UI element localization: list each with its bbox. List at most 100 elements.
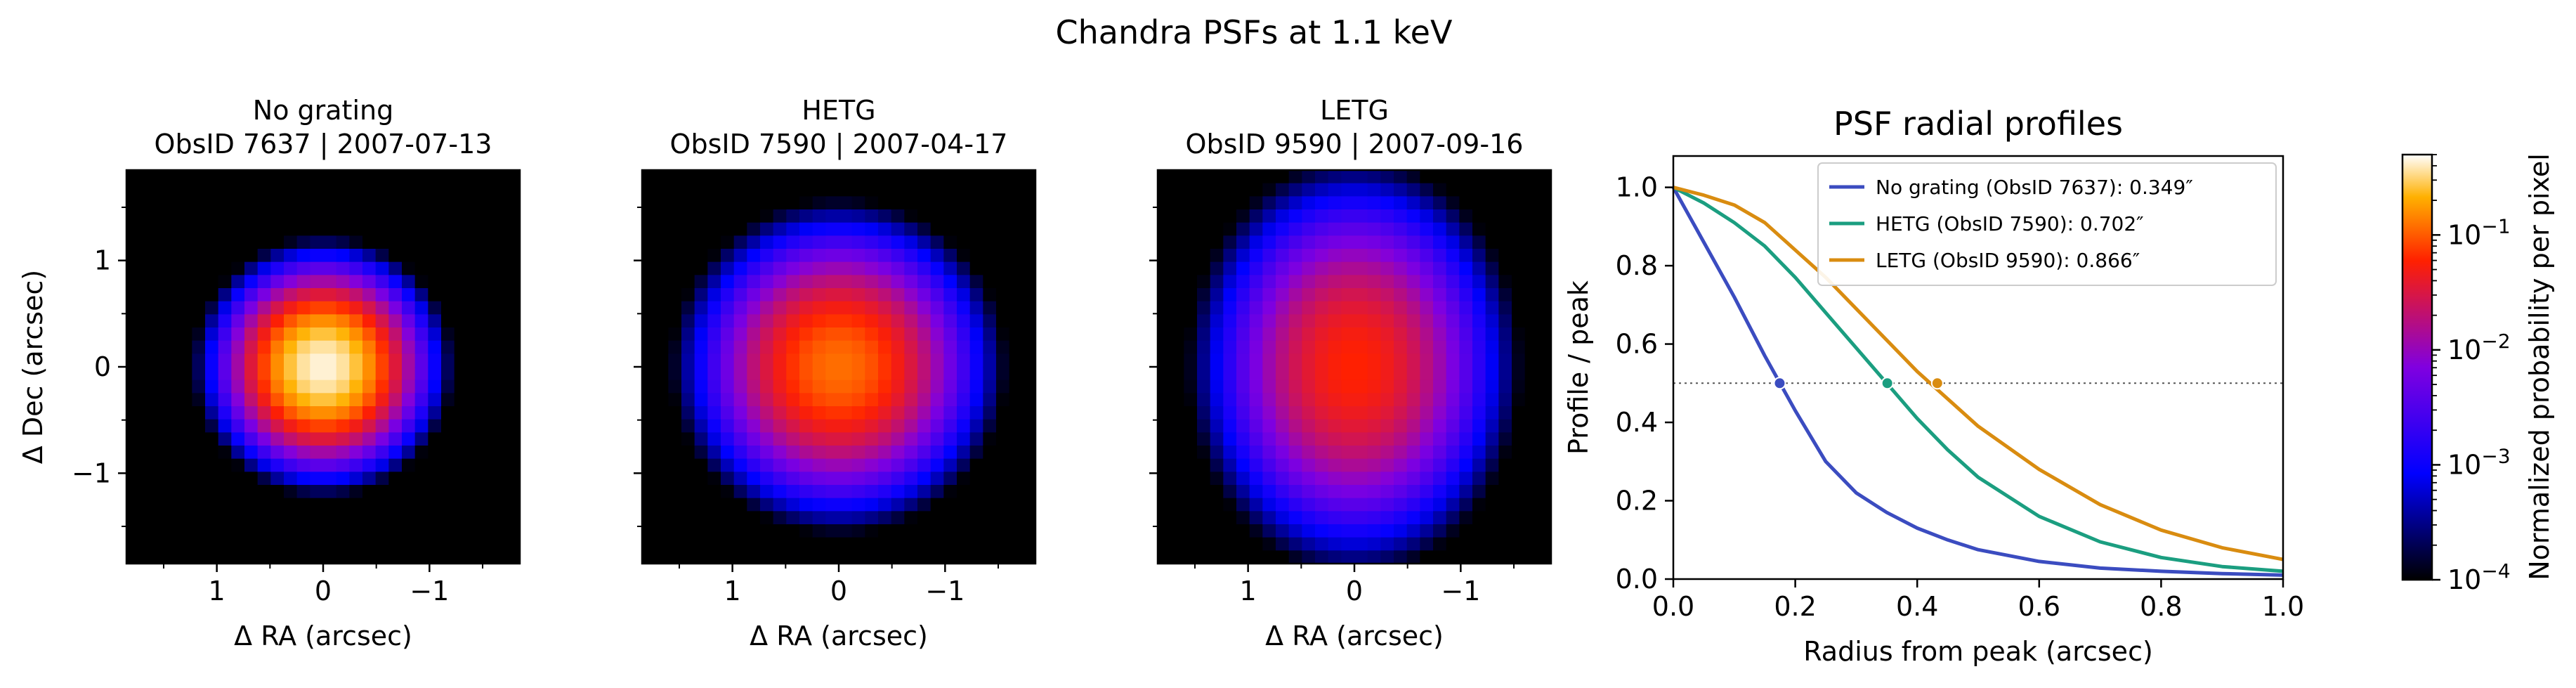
psf-pixel <box>996 170 1010 184</box>
psf-pixel <box>773 393 787 407</box>
psf-pixel <box>1170 419 1184 433</box>
psf-pixel <box>996 379 1010 394</box>
psf-pixel <box>1262 419 1276 433</box>
psf-pixel <box>1288 485 1302 499</box>
psf-pixel <box>323 406 337 420</box>
psf-pixel <box>1302 458 1316 472</box>
psf-pixel <box>1406 288 1420 302</box>
psf-pixel <box>139 209 153 223</box>
psf-pixel <box>1472 367 1486 381</box>
psf-pixel <box>336 393 350 407</box>
psf-pixel <box>1341 340 1355 354</box>
psf-pixel <box>231 222 245 236</box>
psf-pixel <box>655 446 669 460</box>
psf-pixel <box>1538 537 1552 551</box>
psf-pixel <box>310 419 324 433</box>
colorbar-ticks: 10−410−310−210−1 <box>2432 154 2511 595</box>
psf-pixel <box>375 485 389 499</box>
psf-pixel <box>441 537 455 551</box>
psf-pixel <box>441 183 455 197</box>
psf-pixel <box>1394 249 1408 263</box>
psf-pixel <box>244 498 259 512</box>
psf-pixel <box>839 472 853 486</box>
psf-pixel <box>1367 446 1381 460</box>
psf-pixel <box>1262 340 1276 354</box>
psf-pixel <box>825 340 839 354</box>
psf-pixel <box>786 261 800 275</box>
psf-pixel <box>362 222 377 236</box>
psf-pixel <box>668 183 682 197</box>
psf-pixel <box>1394 406 1408 420</box>
axes-ticks: 1 0 −1 <box>634 206 1000 606</box>
panel-title-line2: ObsID 7590 | 2007-04-17 <box>670 129 1008 160</box>
psf-pixel <box>1223 288 1237 302</box>
psf-pixel <box>467 524 481 538</box>
psf-pixel <box>760 327 774 342</box>
psf-pixel <box>257 327 271 342</box>
psf-pixel <box>1236 419 1250 433</box>
psf-pixel <box>178 511 192 525</box>
psf-pixel <box>1341 498 1355 512</box>
psf-pixel <box>721 301 735 315</box>
psf-pixel <box>480 511 495 525</box>
psf-pixel <box>865 261 879 275</box>
psf-pixel <box>336 288 350 302</box>
psf-pixel <box>1302 367 1316 381</box>
psf-pixel <box>480 249 495 263</box>
psf-pixel <box>1197 446 1211 460</box>
psf-pixel <box>681 393 695 407</box>
psf-pixel <box>655 419 669 433</box>
psf-pixel <box>1009 301 1023 315</box>
psf-pixel <box>694 511 708 525</box>
psf-pixel <box>375 209 389 223</box>
psf-pixel <box>375 550 389 564</box>
psf-pixel <box>1328 458 1342 472</box>
psf-pixel <box>1406 235 1420 249</box>
psf-pixel <box>1249 196 1263 210</box>
psf-pixel <box>760 524 774 538</box>
psf-pixel <box>996 524 1010 538</box>
psf-pixel <box>402 314 416 328</box>
psf-pixel <box>139 275 153 289</box>
psf-pixel <box>1276 472 1290 486</box>
psf-pixel <box>996 340 1010 354</box>
psf-pixel <box>126 393 140 407</box>
psf-pixel <box>668 301 682 315</box>
psf-pixel <box>721 249 735 263</box>
psf-pixel <box>139 327 153 342</box>
psf-pixel <box>257 550 271 564</box>
psf-pixel <box>205 498 219 512</box>
psf-pixel <box>454 550 468 564</box>
psf-pixel <box>1022 432 1036 446</box>
psf-pixel <box>1472 511 1486 525</box>
psf-pixel <box>414 472 429 486</box>
y-tick-label: 0 <box>94 351 111 382</box>
psf-pixel <box>1236 196 1250 210</box>
psf-pixel <box>441 301 455 315</box>
psf-pixel <box>865 340 879 354</box>
psf-pixel <box>139 458 153 472</box>
psf-pixel <box>943 485 957 499</box>
psf-pixel <box>414 249 429 263</box>
psf-pixel <box>284 235 298 249</box>
psf-pixel <box>1459 550 1473 564</box>
psf-pixel <box>257 446 271 460</box>
psf-pixel <box>1512 367 1526 381</box>
psf-pixel <box>284 379 298 394</box>
psf-pixel <box>1249 275 1263 289</box>
psf-pixel <box>1538 367 1552 381</box>
psf-pixel <box>218 170 232 184</box>
psf-pixel <box>506 183 521 197</box>
psf-pixel <box>1380 301 1394 315</box>
psf-pixel <box>1223 275 1237 289</box>
psf-pixel <box>1236 472 1250 486</box>
psf-pixel <box>296 393 310 407</box>
psf-pixel <box>414 183 429 197</box>
psf-pixel <box>284 472 298 486</box>
psf-pixel <box>799 406 813 420</box>
half-max-point <box>1930 377 1944 390</box>
psf-pixel <box>362 367 377 381</box>
psf-pixel <box>681 196 695 210</box>
psf-pixel <box>296 170 310 184</box>
psf-pixel <box>747 196 761 210</box>
